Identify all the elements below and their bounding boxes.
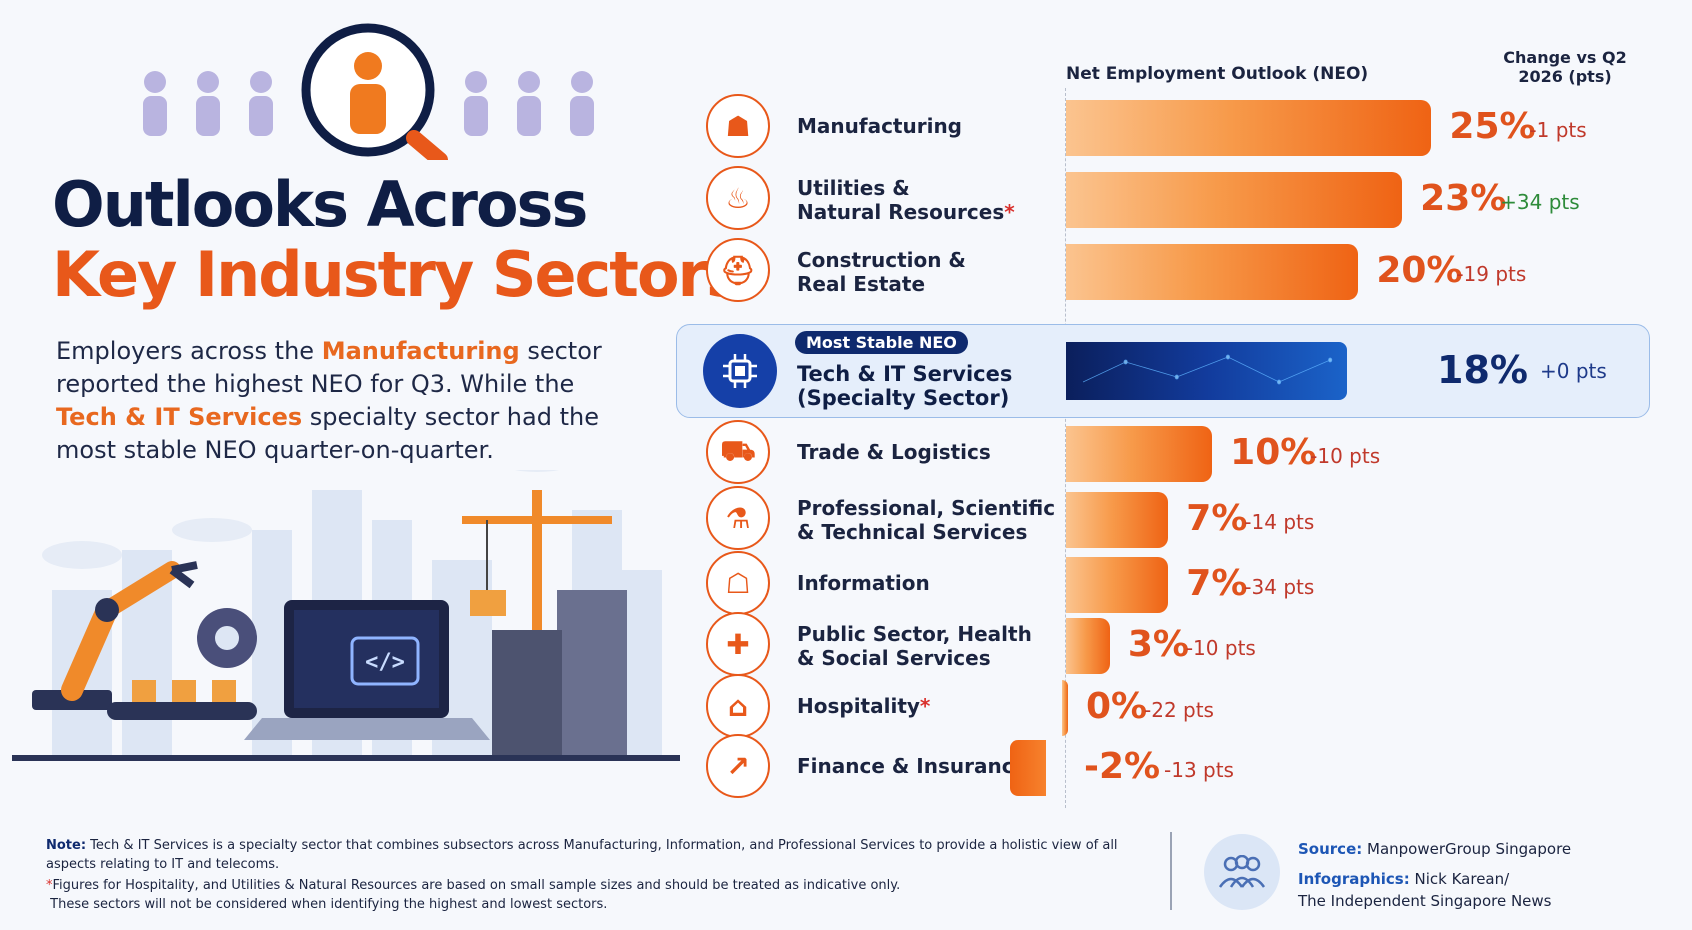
cloche-icon: ⌂ [706,674,770,738]
asterisk-mark: * [1004,200,1015,224]
person-icon [464,71,488,136]
neo-value: 20% [1376,250,1463,291]
shield-cross-icon: ✚ [706,612,770,676]
value-column-header: Net Employment Outlook (NEO) [1066,64,1369,84]
neo-bar [1066,426,1213,482]
change-value: -10 pts [1310,444,1381,468]
neo-value: 18% [1437,348,1528,392]
footer-note: Note: Tech & IT Services is a specialty … [46,838,1118,912]
flame-water-icon: ♨ [706,166,770,230]
sector-label: Trade & Logistics [797,440,991,464]
svg-text:</>: </> [365,650,405,675]
title-line-1: Outlooks Across [52,168,588,241]
laptop-lock-icon: ☖ [706,551,770,615]
person-icon [517,71,541,136]
sector-label: Information [797,571,930,595]
neo-bar [1066,492,1169,548]
most-stable-badge: Most Stable NEO [795,331,968,354]
laptop-icon: </> [244,600,490,740]
source-credit: Source: ManpowerGroup Singapore Infograp… [1298,840,1572,910]
neo-value: 7% [1186,563,1248,604]
title-line-2: Key Industry Sectors [52,238,743,311]
intro-highlight-manufacturing: Manufacturing [321,337,520,365]
neo-value: 25% [1449,106,1536,147]
robot-arm-icon [32,561,198,710]
sector-label: Hospitality* [797,694,931,718]
person-icon [249,71,273,136]
neo-value: 3% [1127,624,1189,665]
neo-bar [1066,172,1403,228]
change-value: -14 pts [1244,510,1315,534]
neo-bar [1066,100,1432,156]
sector-label: Professional, Scientific & Technical Ser… [797,496,1056,544]
intro-highlight-tech: Tech & IT Services [56,403,303,431]
conveyor-belt [107,680,257,720]
change-value: +0 pts [1540,359,1607,383]
change-value: -19 pts [1456,262,1527,286]
asterisk-mark: * [919,694,931,718]
footer-divider [1170,832,1172,910]
sector-label: Utilities & Natural Resources* [797,176,1015,224]
people-magnifier-illustration [143,23,594,160]
change-value: -34 pts [1244,575,1315,599]
person-icon [196,71,220,136]
people-group-icon [1204,834,1280,910]
neo-bar [1066,244,1359,300]
neo-bar [1066,557,1169,613]
neo-bar [1066,342,1348,400]
change-value: -13 pts [1164,758,1234,782]
truck-icon: ⛟ [706,420,770,484]
gear-icon [197,608,257,668]
intro-text: Employers across the Manufacturing secto… [56,337,602,464]
industry-city-illustration: </> [12,470,680,761]
change-column-header: Change vs Q2 2026 (pts) [1503,48,1627,86]
magnifier-icon [301,23,448,160]
change-value: -1 pts [1529,118,1587,142]
person-icon [570,71,594,136]
neo-value: 23% [1420,178,1507,219]
neo-value: 7% [1186,498,1248,539]
neo-bar [1062,680,1068,736]
change-value: -10 pts [1185,636,1256,660]
sector-label: Tech & IT Services (Specialty Sector) [797,362,1013,410]
cloud-icon [42,470,560,569]
person-icon [143,71,167,136]
change-value: +34 pts [1500,190,1580,214]
zero-axis-line [1065,88,1066,808]
chip-icon [703,334,777,408]
microscope-icon: ⚗ [706,486,770,550]
sector-label: Manufacturing [797,114,962,138]
neo-value: 10% [1230,432,1317,473]
neo-bar [1066,618,1110,674]
factory-icon: ☗ [706,94,770,158]
sector-label: Public Sector, Health & Social Services [797,622,1032,670]
hard-hat-icon: ⛑ [706,238,770,302]
neo-value: 0% [1086,686,1148,727]
sector-label: Finance & Insurance [797,754,1028,778]
growth-chart-icon: ↗ [706,734,770,798]
neo-bar [1010,740,1046,796]
sector-label: Construction & Real Estate [797,248,966,296]
neo-value: -2% [1084,746,1161,787]
change-value: -22 pts [1144,698,1214,722]
building-icon [492,590,627,760]
